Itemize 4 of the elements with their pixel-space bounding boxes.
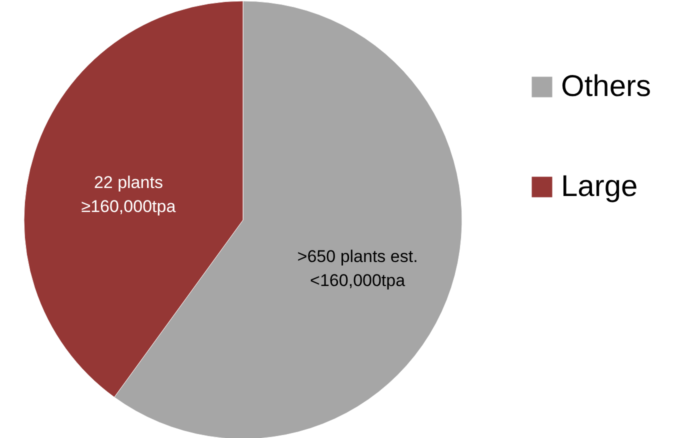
text: 22 plants ≥160,000tpa: [81, 172, 176, 216]
legend-label: Large: [561, 170, 638, 203]
legend-label: Others: [561, 70, 652, 103]
text: >650 plants est. <160,000tpa: [297, 247, 418, 290]
